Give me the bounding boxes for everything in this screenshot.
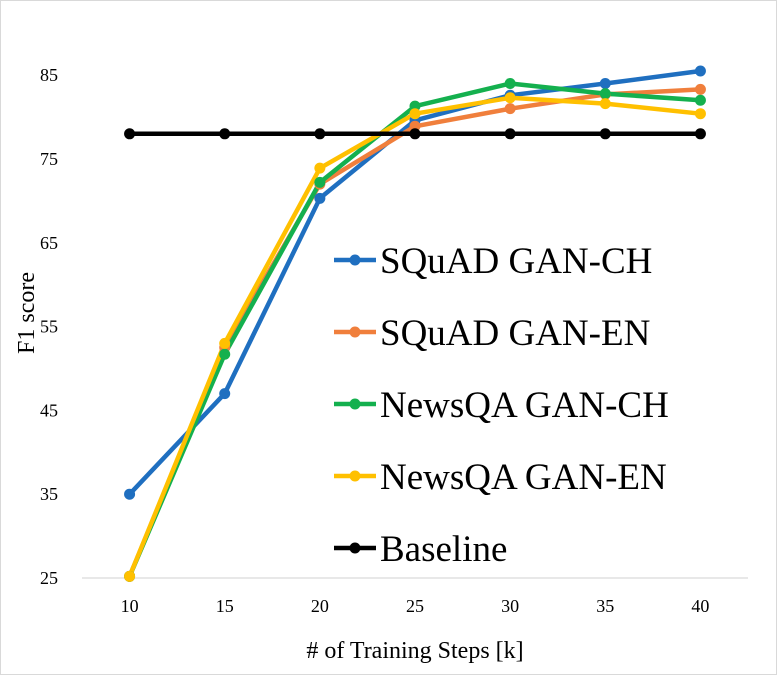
data-point	[409, 128, 421, 140]
x-tick-label: 40	[691, 596, 709, 616]
legend-swatch-marker	[349, 470, 361, 482]
legend-swatch-marker	[349, 254, 361, 266]
data-point	[314, 192, 326, 204]
x-tick-label: 25	[406, 596, 424, 616]
data-point	[314, 176, 326, 188]
data-point	[599, 128, 611, 140]
legend-swatch-marker	[349, 326, 361, 338]
legend-label: NewsQA GAN-EN	[380, 457, 667, 498]
x-tick-label: 35	[596, 596, 614, 616]
legend-label: NewsQA GAN-CH	[380, 385, 669, 426]
data-point	[694, 128, 706, 140]
data-point	[314, 128, 326, 140]
data-point	[219, 337, 231, 349]
data-point	[599, 88, 611, 100]
x-tick-label: 10	[121, 596, 139, 616]
data-point	[694, 65, 706, 77]
legend: SQuAD GAN-CH SQuAD GAN-EN NewsQA GAN-CH New…	[334, 241, 669, 570]
data-point	[694, 94, 706, 106]
data-point	[409, 120, 421, 132]
legend-swatch-marker	[349, 542, 361, 554]
x-tick-label: 20	[311, 596, 329, 616]
legend-swatch-marker	[349, 398, 361, 410]
axes: 10 15 20 25 30 35 40 25 35 45 55 65 75 85	[40, 65, 748, 616]
legend-label: SQuAD GAN-CH	[380, 241, 652, 282]
data-point	[219, 388, 231, 400]
legend-label: Baseline	[380, 529, 507, 570]
data-point	[124, 488, 136, 500]
data-point	[504, 103, 516, 115]
legend-item: Baseline	[334, 529, 507, 570]
legend-item: SQuAD GAN-EN	[334, 313, 650, 354]
data-point	[504, 128, 516, 140]
x-tick-label: 15	[216, 596, 234, 616]
legend-label: SQuAD GAN-EN	[380, 313, 650, 354]
data-point	[409, 100, 421, 112]
data-point	[409, 108, 421, 120]
y-tick-label: 25	[40, 568, 58, 588]
data-point	[124, 128, 136, 140]
y-tick-label: 75	[40, 149, 58, 169]
data-point	[314, 162, 326, 174]
data-point	[124, 570, 136, 582]
y-tick-label: 85	[40, 65, 58, 85]
x-axis-title: # of Training Steps [k]	[306, 638, 523, 664]
y-tick-label: 65	[40, 233, 58, 253]
y-tick-label: 45	[40, 400, 58, 420]
data-point	[694, 108, 706, 120]
data-point	[599, 78, 611, 90]
legend-item: NewsQA GAN-EN	[334, 457, 667, 498]
legend-item: SQuAD GAN-CH	[334, 241, 652, 282]
y-tick-label: 55	[40, 317, 58, 337]
x-tick-label: 30	[501, 596, 519, 616]
data-point	[599, 98, 611, 110]
legend-item: NewsQA GAN-CH	[334, 385, 669, 426]
data-point	[504, 78, 516, 90]
data-point	[219, 348, 231, 360]
data-point	[219, 128, 231, 140]
data-point	[694, 83, 706, 95]
y-axis-title: F1 score	[14, 272, 40, 354]
data-point	[504, 92, 516, 104]
y-tick-label: 35	[40, 484, 58, 504]
series-points	[124, 65, 706, 582]
